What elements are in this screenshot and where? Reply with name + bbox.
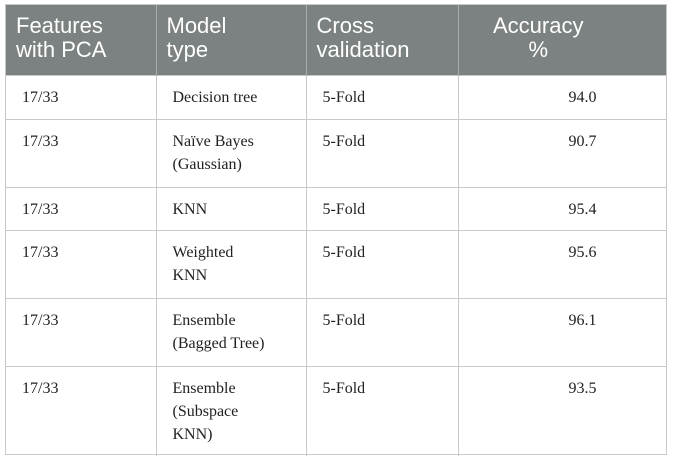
table-row: 17/33 Ensemble (Subspace KNN) 5-Fold 93.…: [6, 365, 666, 456]
header-accuracy: Accuracy %: [493, 13, 584, 62]
table-row: 17/33 Naïve Bayes (Gaussian) 5-Fold 90.7: [6, 118, 666, 187]
results-table-container: Features with PCA Model type Cross valid…: [5, 4, 667, 456]
cell-model-type: Ensemble (Bagged Tree): [156, 297, 307, 366]
cell-model-type: Weighted KNN: [156, 229, 307, 298]
header-cross-validation: Cross validation: [306, 5, 459, 75]
cell-accuracy: 90.7: [458, 118, 666, 187]
cell-model-type: KNN: [156, 186, 307, 230]
cell-cross-validation: 5-Fold: [306, 186, 459, 230]
cell-accuracy: 95.4: [458, 186, 666, 230]
table-row: 17/33 Ensemble (Bagged Tree) 5-Fold 96.1: [6, 297, 666, 366]
cell-accuracy: 95.6: [458, 229, 666, 298]
cell-features: 17/33: [6, 365, 157, 456]
table-row: 17/33 KNN 5-Fold 95.4: [6, 186, 666, 230]
cell-cross-validation: 5-Fold: [306, 74, 459, 119]
cell-cross-validation: 5-Fold: [306, 229, 459, 298]
cell-features: 17/33: [6, 229, 157, 298]
cell-model-type: Ensemble (Subspace KNN): [156, 365, 307, 456]
cell-cross-validation: 5-Fold: [306, 118, 459, 187]
cell-cross-validation: 5-Fold: [306, 297, 459, 366]
table-row: 17/33 Weighted KNN 5-Fold 95.6: [6, 229, 666, 298]
table-header-row: Features with PCA Model type Cross valid…: [6, 5, 666, 75]
cell-accuracy: 94.0: [458, 74, 666, 119]
results-table: Features with PCA Model type Cross valid…: [6, 5, 666, 456]
header-model-type: Model type: [156, 5, 307, 75]
cell-model-type: Naïve Bayes (Gaussian): [156, 118, 307, 187]
cell-features: 17/33: [6, 186, 157, 230]
cell-features: 17/33: [6, 118, 157, 187]
header-features-with-pca: Features with PCA: [6, 5, 157, 75]
cell-accuracy: 96.1: [458, 297, 666, 366]
cell-features: 17/33: [6, 74, 157, 119]
table-row: 17/33 Decision tree 5-Fold 94.0: [6, 74, 666, 119]
cell-features: 17/33: [6, 297, 157, 366]
cell-cross-validation: 5-Fold: [306, 365, 459, 456]
cell-model-type: Decision tree: [156, 74, 307, 119]
cell-accuracy: 93.5: [458, 365, 666, 456]
